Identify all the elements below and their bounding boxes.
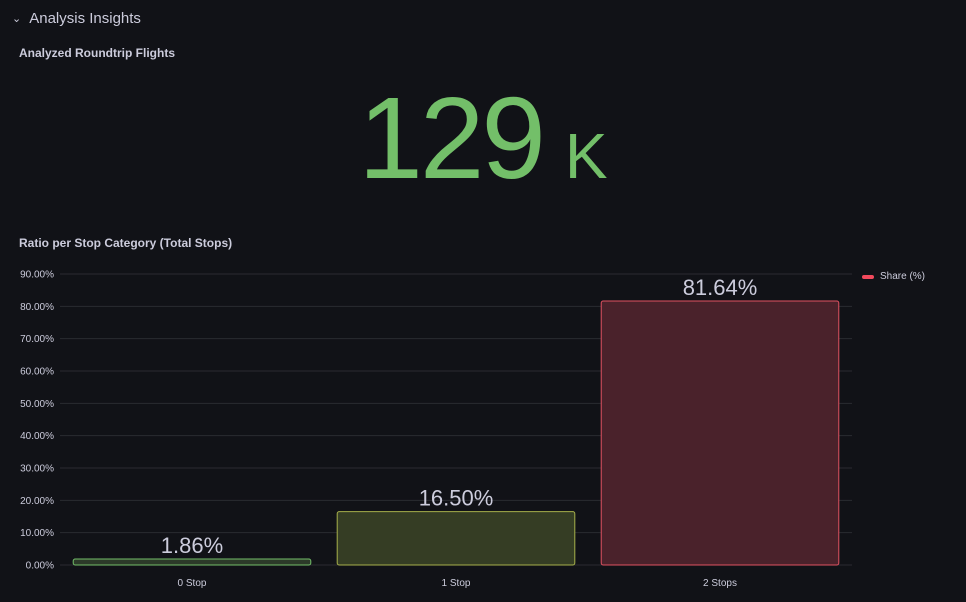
bar xyxy=(72,558,312,566)
chevron-down-icon[interactable]: ⌄ xyxy=(12,12,22,25)
x-tick-label: 1 Stop xyxy=(442,578,471,589)
stat-panel: 129 K xyxy=(0,80,966,210)
y-tick-label: 50.00% xyxy=(20,399,54,410)
legend-label: Share (%) xyxy=(880,271,926,282)
y-tick-label: 40.00% xyxy=(20,431,54,442)
legend-swatch-icon xyxy=(862,274,874,279)
bar-value-label: 81.64% xyxy=(683,275,758,300)
y-tick-label: 60.00% xyxy=(20,367,54,378)
y-tick-label: 20.00% xyxy=(20,496,54,507)
stat-unit: K xyxy=(564,120,608,192)
bar-value-label: 16.50% xyxy=(419,486,494,511)
bar xyxy=(336,511,576,566)
legend-item-share[interactable]: Share (%) xyxy=(862,271,925,282)
y-tick-label: 0.00% xyxy=(26,561,54,572)
x-tick-label: 0 Stop xyxy=(178,578,207,589)
row-title: Analysis Insights xyxy=(29,9,141,27)
y-tick-label: 90.00% xyxy=(20,270,54,281)
y-tick-label: 30.00% xyxy=(20,464,54,475)
stat-value: 129 xyxy=(358,73,546,203)
bar-value-label: 1.86% xyxy=(161,533,223,558)
y-tick-label: 70.00% xyxy=(20,334,54,345)
chart-panel-title[interactable]: Ratio per Stop Category (Total Stops) xyxy=(19,236,233,250)
x-tick-label: 2 Stops xyxy=(703,578,737,589)
bar-chart: 0.00% 10.00% 20.00% 30.00% 40.00% 50.00% 60.00… xyxy=(20,270,852,589)
y-tick-label: 80.00% xyxy=(20,302,54,313)
y-tick-label: 10.00% xyxy=(20,528,54,539)
row-header-analysis-insights[interactable]: ⌄ Analysis Insights xyxy=(12,7,141,29)
bar xyxy=(600,300,840,566)
stat-panel-title[interactable]: Analyzed Roundtrip Flights xyxy=(19,46,175,60)
